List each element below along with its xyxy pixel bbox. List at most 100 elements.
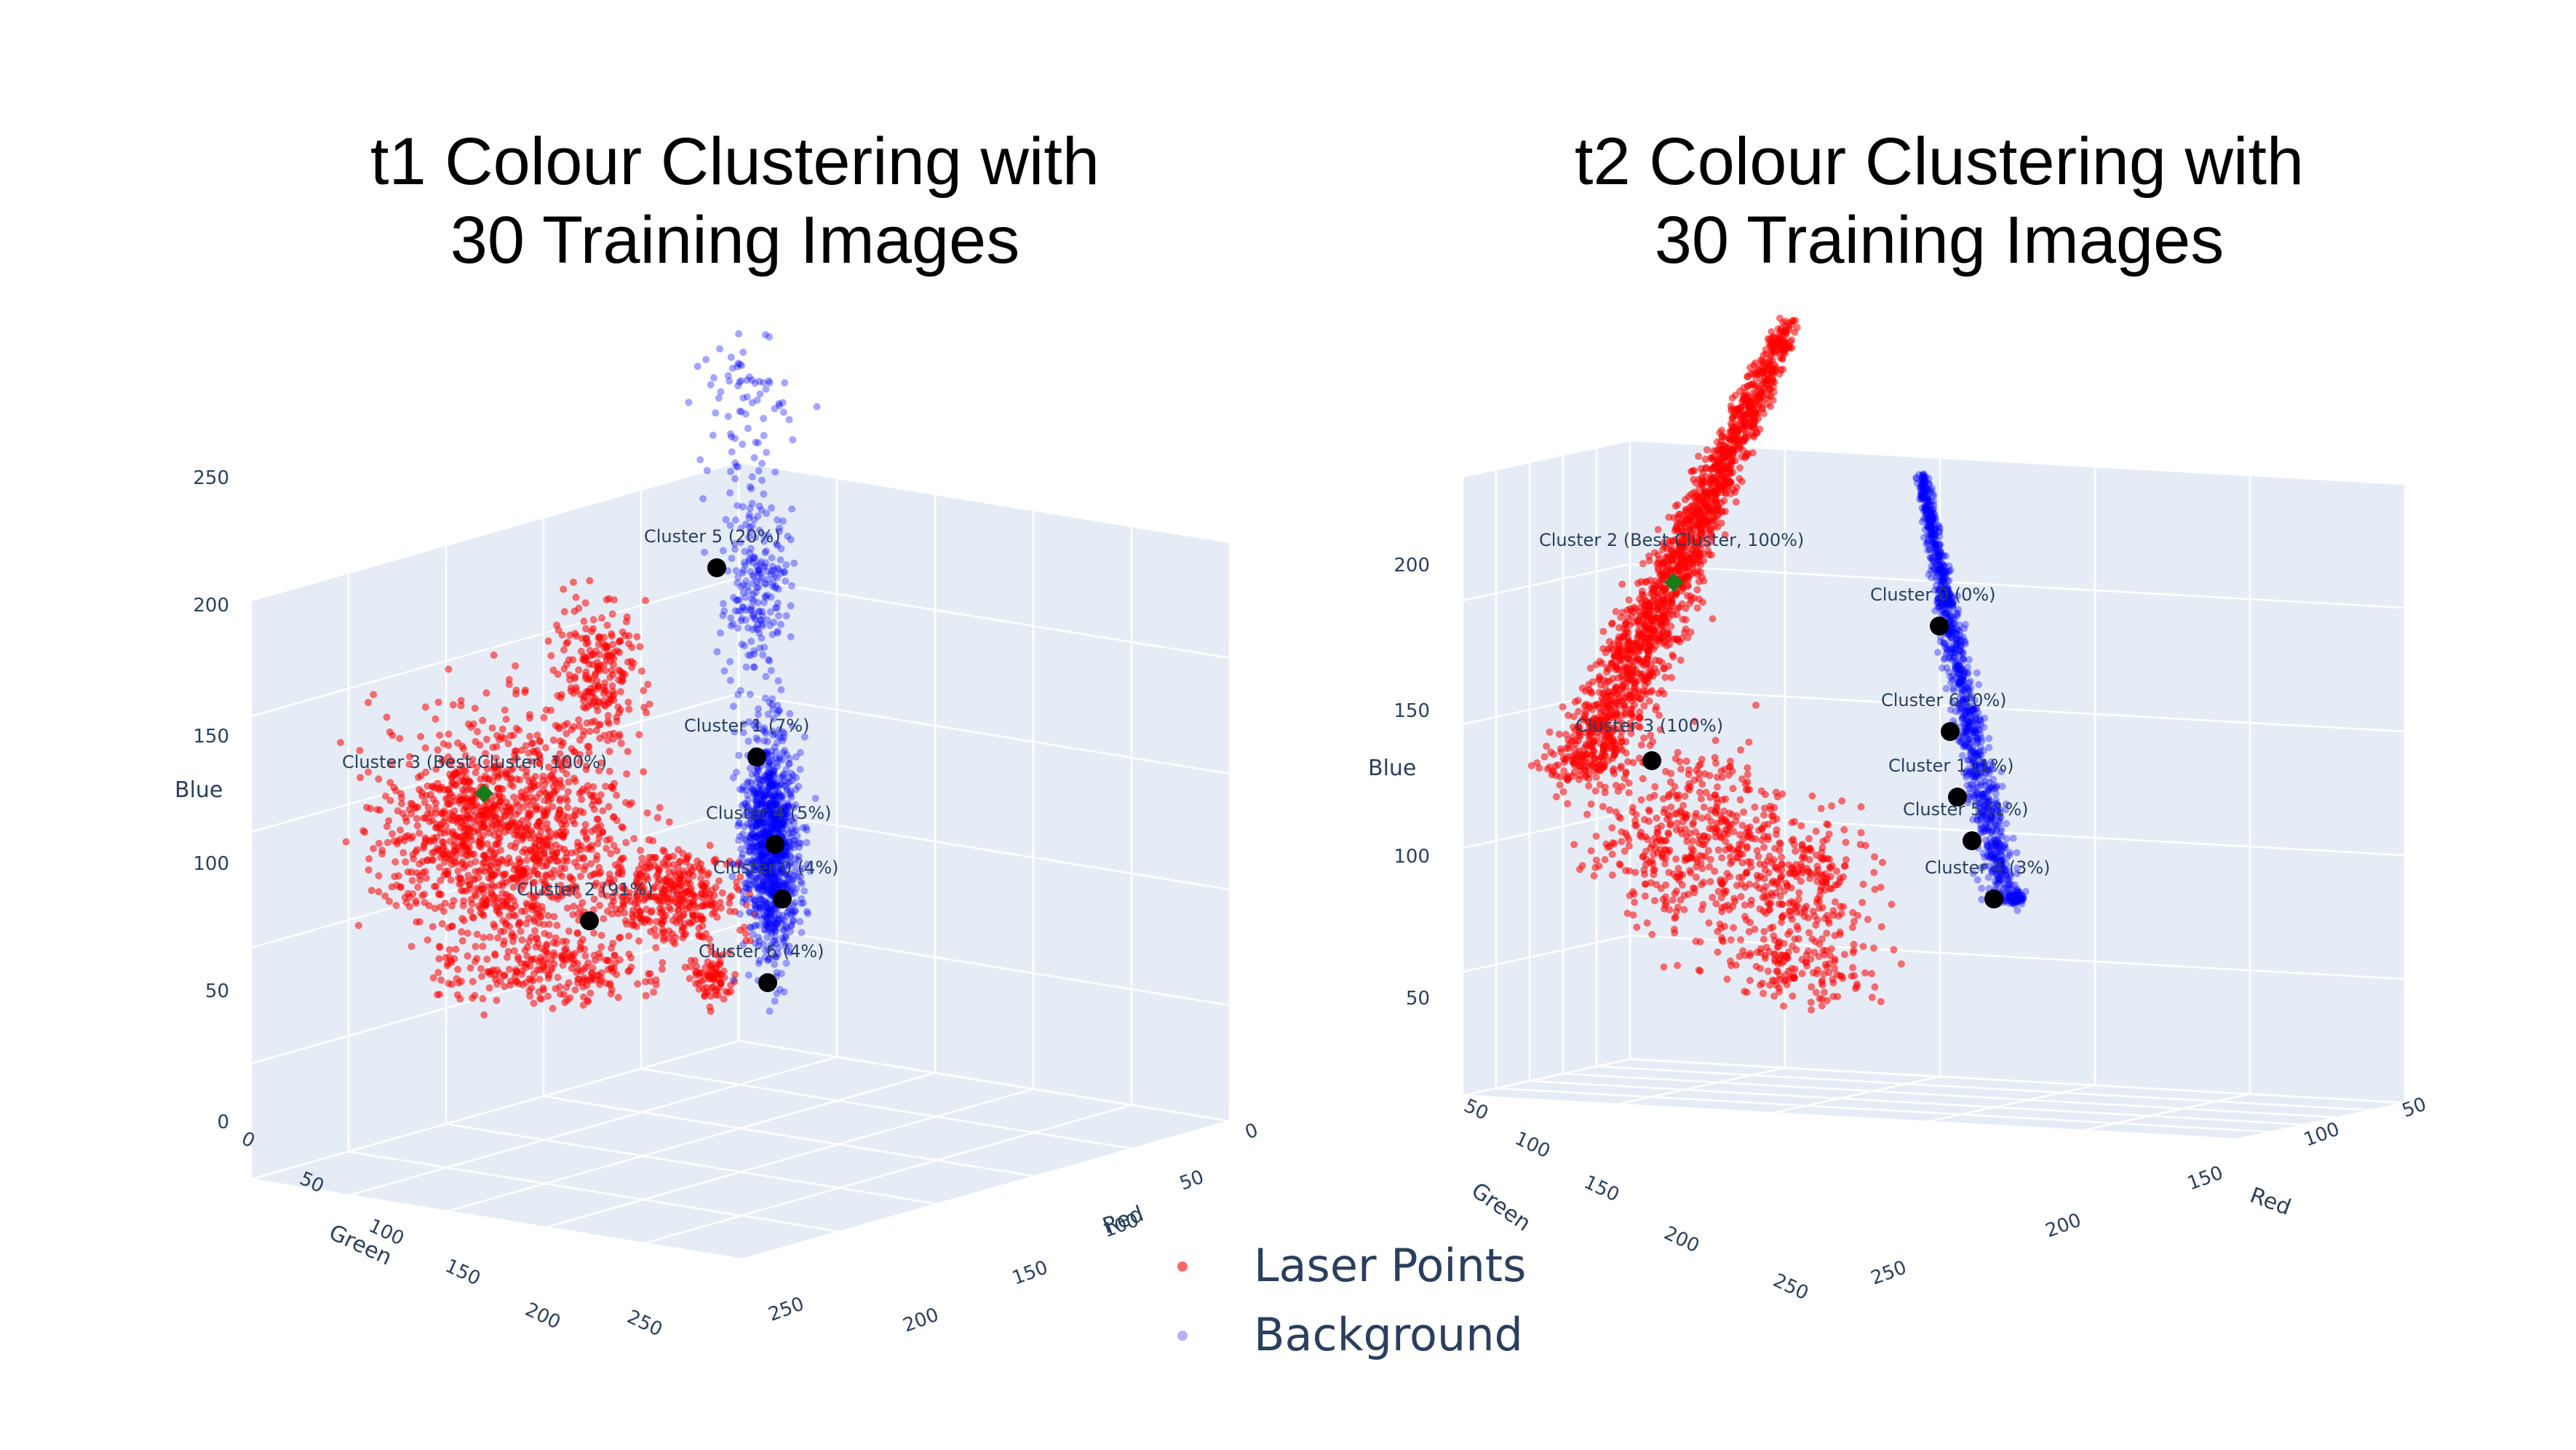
background-point xyxy=(748,823,756,831)
laser-point xyxy=(595,766,603,774)
laser-point xyxy=(457,697,465,705)
laser-point xyxy=(416,860,424,868)
laser-point xyxy=(1810,948,1818,956)
background-point xyxy=(775,611,782,619)
laser-point xyxy=(1890,946,1898,954)
laser-point xyxy=(623,770,631,778)
laser-point xyxy=(1585,782,1593,790)
laser-point xyxy=(565,885,573,893)
laser-point xyxy=(699,916,706,924)
laser-point xyxy=(642,597,649,605)
laser-point xyxy=(477,964,485,972)
laser-point xyxy=(1812,869,1820,877)
laser-point xyxy=(1570,841,1578,849)
cluster-center-marker[interactable] xyxy=(773,890,792,908)
laser-point xyxy=(1713,773,1721,781)
laser-point xyxy=(1778,790,1786,798)
laser-point xyxy=(586,577,594,585)
laser-point xyxy=(1744,764,1752,772)
cluster-center-marker[interactable] xyxy=(766,835,784,854)
laser-point xyxy=(568,954,576,962)
laser-point xyxy=(1726,757,1734,765)
laser-point xyxy=(595,870,603,878)
background-point xyxy=(736,379,744,386)
scene-t2[interactable]: Cluster 2 (Best Cluster, 100%)Cluster 0 … xyxy=(1368,314,2429,1304)
background-point xyxy=(774,702,782,710)
laser-point xyxy=(490,651,498,659)
laser-point xyxy=(587,976,595,984)
background-point xyxy=(739,581,747,589)
background-point xyxy=(685,398,693,406)
background-point xyxy=(783,779,791,787)
laser-point xyxy=(521,686,529,694)
laser-point xyxy=(555,870,563,878)
laser-point xyxy=(575,716,583,724)
laser-point xyxy=(630,835,638,843)
laser-point xyxy=(478,840,486,848)
background-point xyxy=(774,739,781,747)
cluster-center-marker[interactable] xyxy=(707,558,726,577)
laser-point xyxy=(523,901,531,909)
laser-point xyxy=(1705,919,1713,927)
background-point xyxy=(782,561,790,568)
laser-point xyxy=(597,932,605,939)
laser-point xyxy=(706,975,714,983)
z-tick-label: 50 xyxy=(205,980,229,1002)
z-tick-label: 150 xyxy=(193,726,229,748)
laser-point xyxy=(1747,896,1755,904)
laser-point xyxy=(576,722,583,730)
laser-point xyxy=(1761,791,1769,799)
laser-point xyxy=(1651,834,1658,842)
laser-point xyxy=(561,999,569,1007)
laser-point xyxy=(1646,793,1654,801)
background-point xyxy=(771,468,779,476)
laser-point xyxy=(1737,746,1744,754)
laser-point xyxy=(582,625,589,633)
background-point xyxy=(719,600,727,608)
laser-point xyxy=(509,883,517,891)
laser-point xyxy=(665,868,673,876)
wall-grid-line xyxy=(738,577,1231,659)
cluster-center-marker[interactable] xyxy=(580,911,599,930)
laser-point xyxy=(473,930,481,938)
laser-point xyxy=(642,915,650,923)
laser-point xyxy=(558,631,566,639)
laser-point xyxy=(503,898,510,906)
laser-point xyxy=(1774,865,1782,873)
cluster-label: Cluster 2 (91%) xyxy=(517,879,653,900)
laser-point xyxy=(1734,854,1742,862)
laser-point xyxy=(1871,853,1878,861)
laser-point xyxy=(474,868,482,876)
cluster-center-marker[interactable] xyxy=(747,748,766,766)
laser-point xyxy=(742,930,750,938)
laser-point xyxy=(1642,880,1650,888)
laser-point xyxy=(613,847,621,855)
laser-point xyxy=(376,806,384,814)
laser-point xyxy=(1827,945,1835,953)
laser-point xyxy=(587,651,595,659)
laser-point xyxy=(1808,983,1816,991)
laser-point xyxy=(624,748,632,756)
laser-point xyxy=(549,1005,557,1013)
cluster-label: Cluster 3 (Best Cluster, 100%) xyxy=(342,752,607,772)
laser-point xyxy=(616,688,624,696)
cluster-center-marker[interactable] xyxy=(758,973,777,992)
scene-t1[interactable]: Cluster 5 (20%)Cluster 1 (7%)Cluster 3 (… xyxy=(175,330,1261,1342)
cluster-label: Cluster 0 (4%) xyxy=(713,857,839,878)
laser-point xyxy=(1868,994,1876,1002)
laser-point xyxy=(1808,792,1816,800)
background-point xyxy=(759,651,767,659)
laser-point xyxy=(453,991,461,999)
background-point xyxy=(753,772,761,780)
background-point xyxy=(739,440,747,448)
laser-point xyxy=(600,686,608,694)
laser-point xyxy=(416,829,424,837)
laser-point xyxy=(557,864,565,872)
background-point xyxy=(803,839,811,847)
laser-point xyxy=(469,978,477,986)
laser-point xyxy=(494,819,502,827)
laser-point xyxy=(1635,754,1643,762)
laser-point xyxy=(1841,863,1849,870)
back-wall-pane xyxy=(739,462,1230,1121)
laser-point xyxy=(1608,850,1616,858)
